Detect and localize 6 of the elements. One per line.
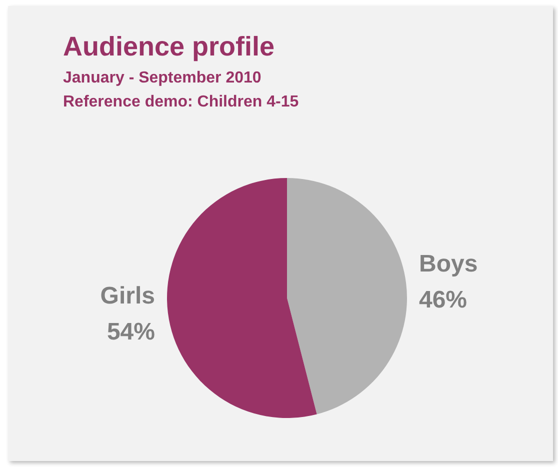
slice-label: Girls <box>100 282 156 310</box>
data-label: 46% <box>418 286 468 314</box>
chart-subtitle: January - September 2010 Reference demo: Children 4-15 <box>63 70 299 110</box>
chart-title: Audience profile <box>63 32 275 62</box>
slice-label: Boys <box>418 250 478 278</box>
data-label: 54% <box>106 318 156 346</box>
